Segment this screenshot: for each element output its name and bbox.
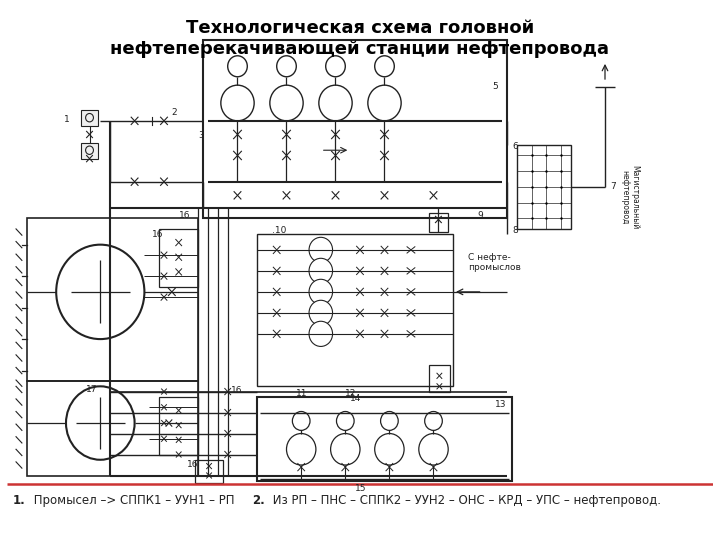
Circle shape bbox=[330, 434, 360, 465]
Circle shape bbox=[221, 85, 254, 121]
Circle shape bbox=[287, 434, 316, 465]
Bar bbox=[81, 143, 99, 159]
Bar bbox=[159, 229, 198, 287]
Circle shape bbox=[270, 85, 303, 121]
Circle shape bbox=[374, 434, 404, 465]
Circle shape bbox=[309, 321, 333, 347]
Text: 1: 1 bbox=[64, 114, 70, 124]
Circle shape bbox=[336, 411, 354, 430]
Text: 11: 11 bbox=[297, 389, 307, 399]
Text: 1.: 1. bbox=[13, 494, 26, 507]
Circle shape bbox=[276, 56, 297, 77]
Bar bbox=[81, 110, 99, 126]
Circle shape bbox=[309, 300, 333, 326]
Circle shape bbox=[419, 434, 448, 465]
Text: 6: 6 bbox=[512, 142, 518, 151]
Bar bbox=[27, 218, 198, 381]
Text: 5: 5 bbox=[492, 82, 498, 91]
Text: 7: 7 bbox=[610, 181, 616, 191]
Text: 15: 15 bbox=[355, 484, 366, 493]
Text: 4: 4 bbox=[492, 45, 498, 55]
Circle shape bbox=[309, 258, 333, 284]
Text: Магистральный
нефтепровод: Магистральный нефтепровод bbox=[620, 165, 639, 230]
Text: 16: 16 bbox=[179, 211, 190, 220]
Text: 16: 16 bbox=[152, 230, 163, 239]
Bar bbox=[257, 397, 512, 481]
Circle shape bbox=[66, 386, 135, 460]
Text: 3: 3 bbox=[198, 131, 204, 140]
Circle shape bbox=[56, 245, 145, 339]
Circle shape bbox=[374, 56, 395, 77]
Circle shape bbox=[368, 85, 401, 121]
Text: 17: 17 bbox=[86, 385, 97, 394]
Bar bbox=[195, 460, 222, 483]
Circle shape bbox=[325, 56, 346, 77]
Bar bbox=[27, 381, 198, 476]
Circle shape bbox=[425, 411, 442, 430]
Bar bbox=[428, 213, 448, 232]
Text: 2.: 2. bbox=[252, 494, 265, 507]
Circle shape bbox=[319, 85, 352, 121]
Text: 16: 16 bbox=[186, 460, 198, 469]
Bar bbox=[159, 397, 198, 455]
Text: .10: .10 bbox=[271, 226, 286, 235]
Text: 12: 12 bbox=[346, 389, 356, 399]
Circle shape bbox=[228, 56, 247, 77]
Bar bbox=[203, 40, 507, 218]
Text: 9: 9 bbox=[477, 211, 483, 220]
Text: 14: 14 bbox=[350, 394, 361, 403]
Text: 13: 13 bbox=[495, 400, 507, 409]
Circle shape bbox=[381, 411, 398, 430]
Bar bbox=[257, 234, 453, 386]
Text: Технологическая схема головной
нефтеперекачивающей станции нефтепровода: Технологическая схема головной нефтепере… bbox=[110, 19, 610, 58]
Bar bbox=[517, 145, 571, 229]
Circle shape bbox=[309, 237, 333, 262]
Text: Промысел –> СППК1 – УУН1 – РП: Промысел –> СППК1 – УУН1 – РП bbox=[30, 494, 242, 507]
Bar bbox=[428, 366, 450, 392]
Circle shape bbox=[292, 411, 310, 430]
Text: С нефте-
промыслов: С нефте- промыслов bbox=[468, 253, 521, 273]
Circle shape bbox=[309, 279, 333, 305]
Text: 8: 8 bbox=[512, 226, 518, 235]
Text: 16: 16 bbox=[230, 386, 242, 395]
Text: 2: 2 bbox=[172, 108, 177, 117]
Text: Из РП – ПНС – СППК2 – УУН2 – ОНС – КРД – УПС – нефтепровод.: Из РП – ПНС – СППК2 – УУН2 – ОНС – КРД –… bbox=[269, 494, 660, 507]
